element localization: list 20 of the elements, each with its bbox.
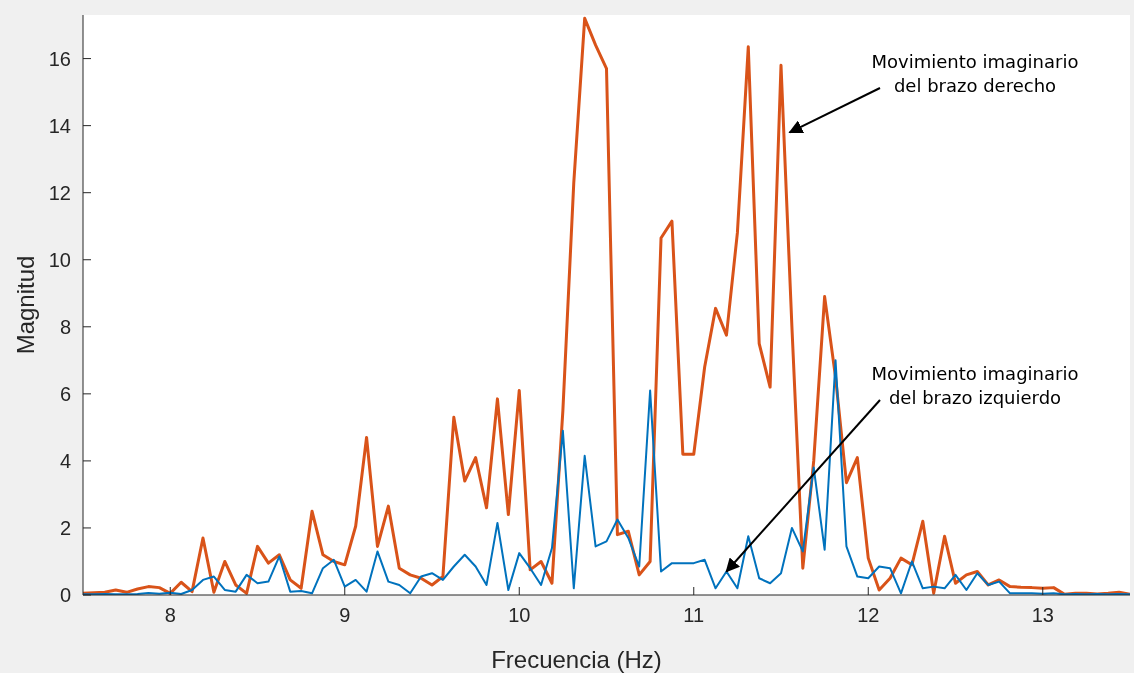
y-tick-label: 0 [59, 584, 71, 606]
annotation: Movimiento imaginario del brazo izquierdo [871, 363, 1079, 408]
y-axis-title: Magnitud [12, 255, 39, 355]
x-tick-label: 9 [339, 604, 351, 626]
y-tick-label: 8 [59, 315, 71, 338]
y-tick-label: 12 [48, 181, 71, 204]
x-tick-label: 8 [164, 604, 176, 626]
y-tick-label: 10 [48, 248, 71, 271]
y-tick-label: 4 [59, 449, 71, 472]
y-tick-label: 16 [48, 47, 71, 70]
y-tick-label: 2 [59, 516, 71, 539]
x-tick-label: 12 [857, 604, 880, 626]
line-series [83, 16, 1130, 595]
y-tick-label: 6 [59, 382, 71, 405]
x-tick-label: 13 [1031, 604, 1054, 626]
annotation: Movimiento imaginario del brazo derecho [871, 51, 1079, 96]
x-axis-title: Frecuencia (Hz) [491, 646, 662, 673]
y-tick-label: 14 [48, 114, 71, 137]
x-tick-label: 10 [508, 604, 531, 626]
x-tick-label: 11 [683, 604, 705, 626]
